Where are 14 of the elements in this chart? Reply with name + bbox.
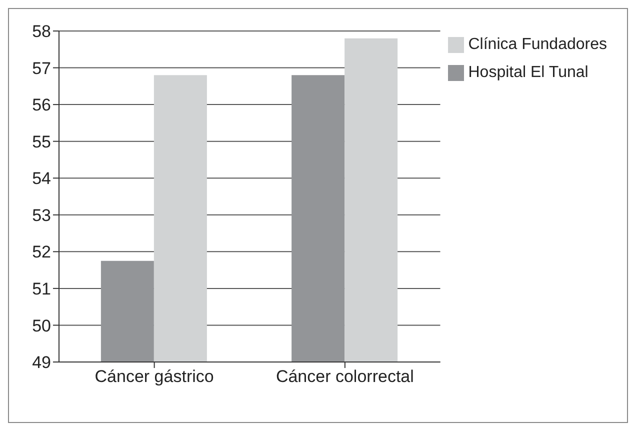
y-tick-label: 56 bbox=[32, 96, 51, 115]
x-tick-label: Cáncer gástrico bbox=[94, 367, 214, 386]
y-tick-label: 52 bbox=[32, 242, 51, 262]
y-tick-label: 58 bbox=[32, 22, 51, 42]
y-tick-label: 53 bbox=[32, 206, 51, 225]
legend-label: Clínica Fundadores bbox=[468, 36, 607, 53]
x-tick-label: Cáncer colorrectal bbox=[276, 367, 414, 386]
y-tick-label: 55 bbox=[32, 132, 51, 152]
legend-label: Hospital El Tunal bbox=[468, 64, 588, 81]
y-tick-label: 50 bbox=[32, 316, 51, 336]
y-tick-label: 49 bbox=[32, 353, 51, 372]
y-tick-label: 51 bbox=[32, 279, 51, 298]
y-tick-label: 57 bbox=[32, 58, 51, 78]
y-tick-label: 54 bbox=[32, 169, 51, 188]
